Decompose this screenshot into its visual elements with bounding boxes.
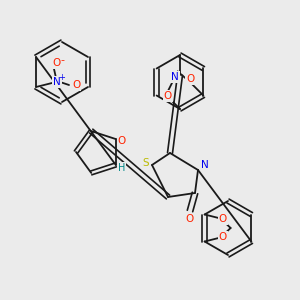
Text: N: N: [171, 72, 179, 82]
Text: O: O: [52, 58, 60, 68]
Text: S: S: [143, 158, 149, 168]
Text: O: O: [186, 74, 194, 85]
Text: O: O: [164, 91, 172, 101]
Text: O: O: [218, 214, 227, 224]
Text: O: O: [72, 80, 80, 90]
Text: O: O: [218, 232, 227, 242]
Text: N: N: [201, 160, 209, 170]
Text: H: H: [118, 163, 125, 173]
Text: N: N: [53, 77, 61, 87]
Text: +: +: [58, 74, 65, 82]
Text: -: -: [60, 55, 64, 65]
Text: O: O: [118, 136, 126, 146]
Text: O: O: [186, 214, 194, 224]
